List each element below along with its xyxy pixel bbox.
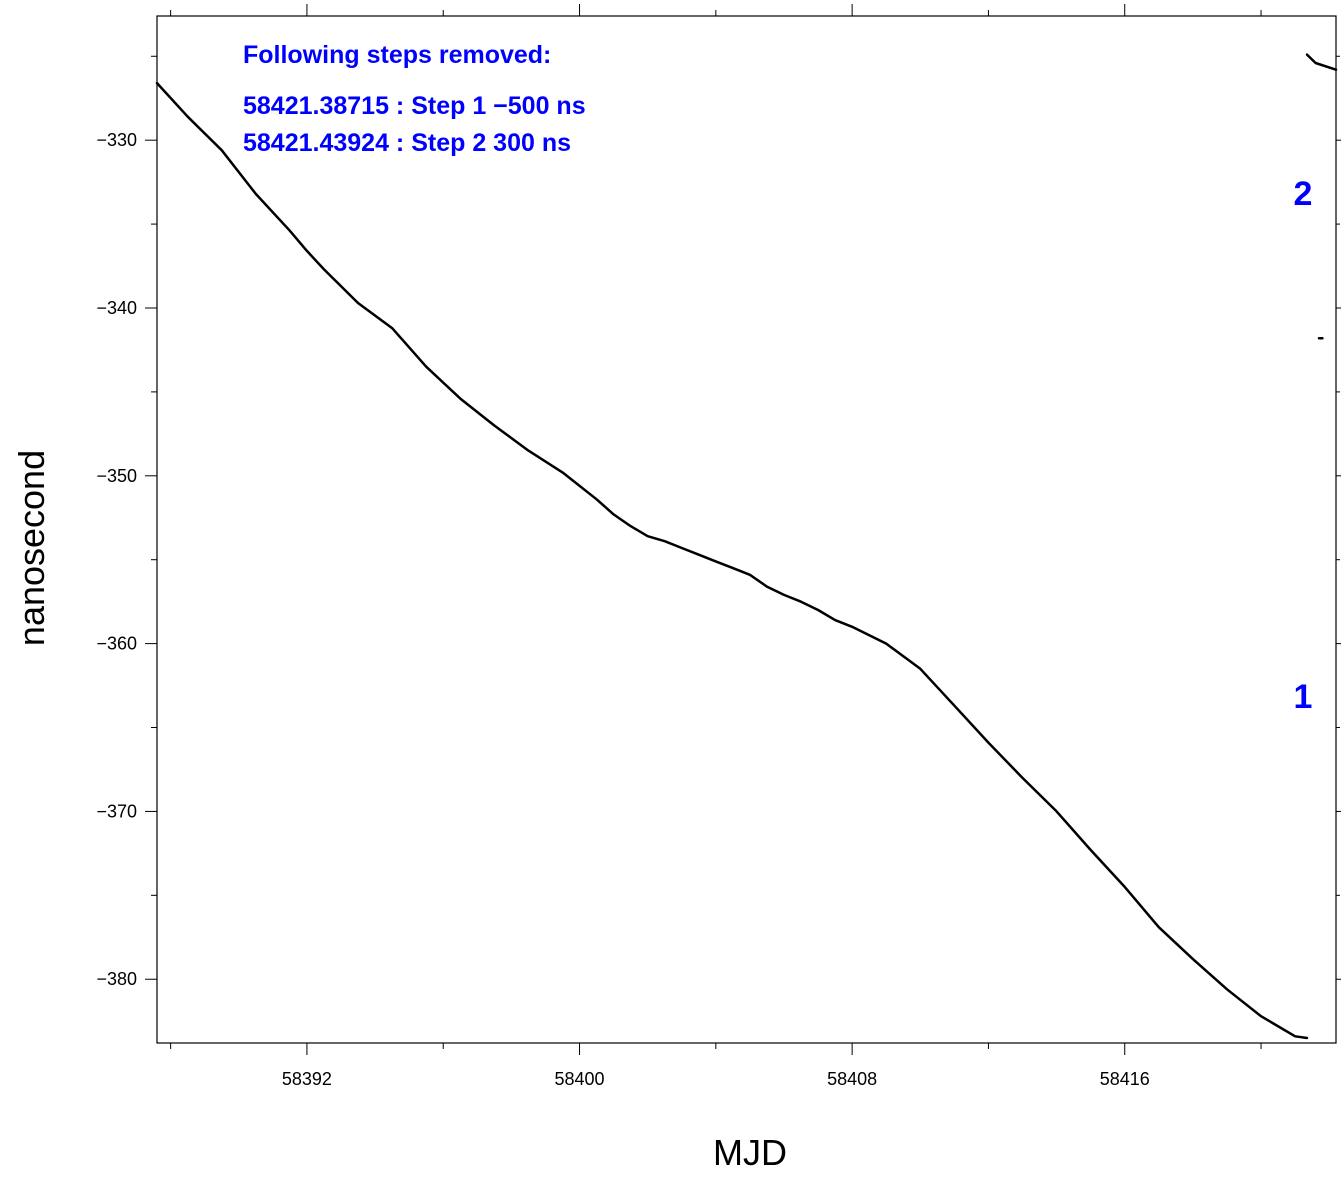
x-axis-title: MJD — [713, 1132, 787, 1173]
y-axis-title: nanosecond — [11, 450, 52, 646]
x-tick-label: 58400 — [555, 1069, 605, 1089]
data-series-line-2 — [1305, 53, 1338, 71]
annotation-step-2: 58421.43924 : Step 2 300 ns — [243, 129, 571, 157]
annotation-step-1: 58421.38715 : Step 1 −500 ns — [243, 92, 586, 120]
x-tick-label: 58416 — [1100, 1069, 1150, 1089]
plot-frame — [156, 15, 1337, 1044]
x-tick-label: 58392 — [282, 1069, 332, 1089]
y-tick-label: −380 — [96, 969, 137, 989]
y-tick-label: −360 — [96, 634, 137, 654]
step-marker-2: 2 — [1294, 175, 1313, 213]
axis-ticks: 58392 58400 58408 58416 −330 −340 −350 −360 −370… — [96, 4, 1341, 1089]
y-tick-label: −340 — [96, 298, 137, 318]
y-tick-label: −350 — [96, 466, 137, 486]
annotation-heading: Following steps removed: — [243, 41, 551, 69]
y-tick-label: −330 — [96, 130, 137, 150]
x-tick-label: 58408 — [827, 1069, 877, 1089]
series-layer — [155, 53, 1338, 1040]
y-tick-label: −370 — [96, 801, 137, 821]
data-series-line-1 — [155, 81, 1309, 1040]
step-marker-1: 1 — [1294, 678, 1313, 716]
